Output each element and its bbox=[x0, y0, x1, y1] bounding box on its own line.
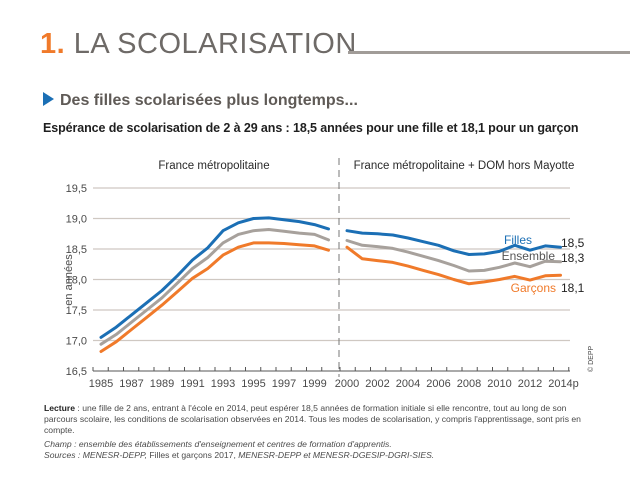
section-rule bbox=[348, 51, 630, 54]
legend-label-filles: Filles bbox=[504, 233, 532, 247]
lecture-label: Lecture bbox=[44, 403, 76, 413]
x-tick-label: 1993 bbox=[211, 378, 235, 390]
end-value-label: 18,5 bbox=[561, 236, 585, 250]
series-line-right-garcons bbox=[345, 245, 562, 286]
line-chart: 16,5 17,0 17,5 18,0 18,5 19,0 19,5 en années 198… bbox=[63, 158, 595, 390]
triangle-bullet-icon bbox=[43, 92, 54, 106]
champ-note: Champ : ensemble des établissements d'en… bbox=[44, 439, 584, 450]
end-value-label: 18,3 bbox=[561, 251, 585, 265]
lecture-text: : une fille de 2 ans, entrant à l'école … bbox=[44, 403, 581, 435]
x-tick-label: 2012 bbox=[518, 378, 542, 390]
x-tick-label: 2006 bbox=[426, 378, 450, 390]
x-tick-label: 2010 bbox=[487, 378, 511, 390]
x-tick-label: 1995 bbox=[241, 378, 265, 390]
x-tick-label: 1989 bbox=[150, 378, 174, 390]
x-tick-label: 2014p bbox=[548, 378, 579, 390]
y-axis-title: en années bbox=[63, 254, 75, 306]
champ-text: Champ : ensemble des établissements d'en… bbox=[44, 439, 392, 449]
series-line-left-ensemble bbox=[99, 228, 330, 346]
x-tick-label: 2002 bbox=[365, 378, 389, 390]
x-tick-label: 1997 bbox=[272, 378, 296, 390]
sources-note: Sources : MENESR-DEPP, Filles et garçons… bbox=[44, 450, 584, 461]
y-tick-label: 17,5 bbox=[66, 305, 87, 317]
x-tick-label: 1987 bbox=[119, 378, 143, 390]
legend-label-ensemble: Ensemble bbox=[502, 249, 556, 263]
series-line-left-garcons bbox=[99, 241, 330, 353]
end-value-label: 18,1 bbox=[561, 281, 585, 295]
chart-notes: Lecture : une fille de 2 ans, entrant à … bbox=[44, 403, 584, 464]
series-line-right-ensemble bbox=[345, 239, 562, 273]
subtitle-text: Des filles scolarisées plus longtemps... bbox=[60, 92, 358, 109]
x-tick-label: 1999 bbox=[302, 378, 326, 390]
panel-label-right: France métropolitaine + DOM hors Mayotte bbox=[354, 160, 575, 172]
sources-prefix: Sources : MENESR-DEPP, bbox=[44, 450, 147, 460]
sources-mid: Filles et garçons 2017, bbox=[147, 450, 239, 460]
y-tick-label: 18,0 bbox=[66, 275, 87, 287]
copyright-text: © DEPP bbox=[587, 346, 595, 372]
section-title: 1. LA SCOLARISATION bbox=[40, 28, 357, 61]
y-tick-label: 18,5 bbox=[66, 244, 87, 256]
y-tick-label: 17,0 bbox=[66, 336, 87, 348]
y-tick-label: 19,5 bbox=[66, 183, 87, 195]
y-tick-label: 16,5 bbox=[66, 366, 87, 378]
chart-title: Espérance de scolarisation de 2 à 29 ans… bbox=[43, 121, 579, 135]
x-tick-label: 1985 bbox=[89, 378, 113, 390]
subtitle: Des filles scolarisées plus longtemps... bbox=[43, 92, 358, 110]
legend-label-garcons: Garçons bbox=[511, 281, 556, 295]
section-title-text: LA SCOLARISATION bbox=[73, 28, 357, 60]
section-number: 1. bbox=[40, 28, 66, 60]
x-tick-label: 1991 bbox=[180, 378, 204, 390]
x-tick-label: 2008 bbox=[457, 378, 481, 390]
y-tick-label: 19,0 bbox=[66, 214, 87, 226]
series-line-left-filles bbox=[99, 216, 330, 339]
lecture-note: Lecture : une fille de 2 ans, entrant à … bbox=[44, 403, 584, 436]
x-tick-label: 2000 bbox=[335, 378, 359, 390]
panel-label-left: France métropolitaine bbox=[158, 160, 269, 172]
sources-suffix: MENESR-DEPP et MENESR-DGESIP-DGRI-SIES. bbox=[238, 450, 435, 460]
x-tick-label: 2004 bbox=[396, 378, 420, 390]
series-line-right-filles bbox=[345, 229, 562, 256]
